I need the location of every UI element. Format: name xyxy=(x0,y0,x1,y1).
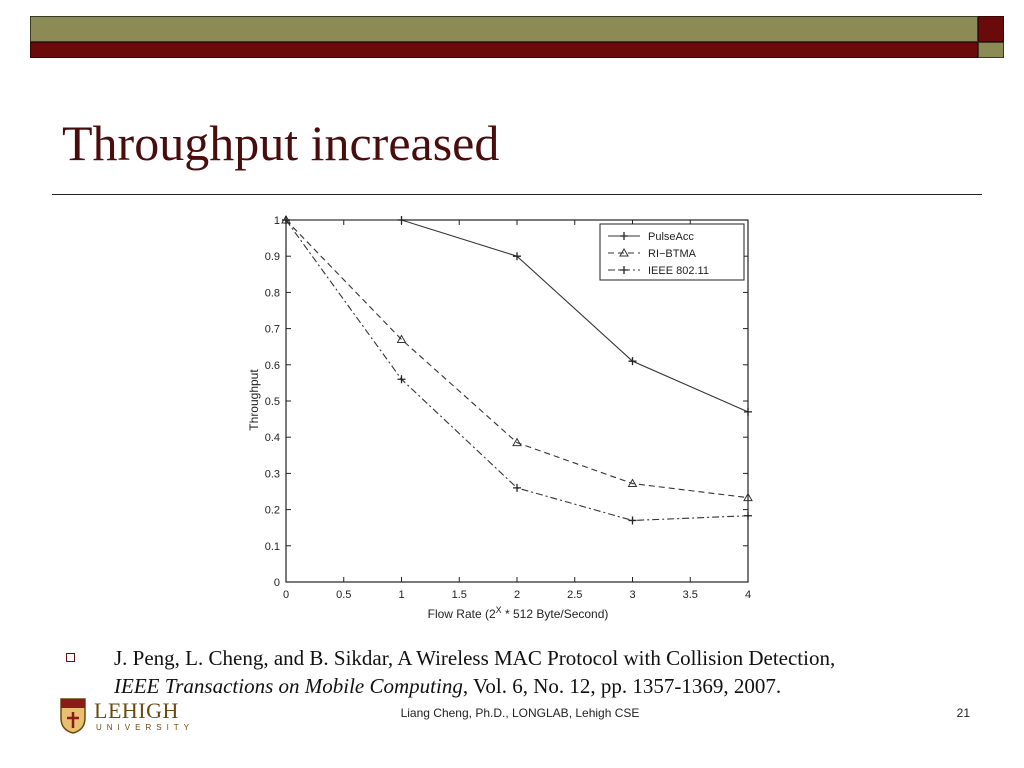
series-3 xyxy=(282,216,752,525)
x-tick-label: 3 xyxy=(629,589,635,601)
citation-journal: IEEE Transactions on Mobile Computing xyxy=(114,674,463,698)
data-point xyxy=(282,216,290,224)
logo-wordmark: LEHIGH xyxy=(94,698,179,723)
data-point xyxy=(744,407,752,416)
citation-text: J. Peng, L. Cheng, and B. Sikdar, A Wire… xyxy=(114,644,1004,700)
y-axis-label: Throughput xyxy=(247,369,261,431)
x-tick-label: 2 xyxy=(514,589,520,601)
y-tick-label: 0.5 xyxy=(265,396,280,408)
y-tick-label: 0.2 xyxy=(265,505,280,517)
lehigh-logo: LEHIGH UNIVERSITY xyxy=(60,698,200,738)
slide-title: Throughput increased xyxy=(62,115,500,171)
series-line xyxy=(285,219,749,499)
citation-authors: J. Peng, L. Cheng, and B. Sikdar, A Wire… xyxy=(114,646,836,670)
data-point xyxy=(396,334,407,343)
y-tick-label: 0.6 xyxy=(265,360,280,372)
data-point xyxy=(628,516,637,525)
legend-marker xyxy=(620,266,628,274)
shield-icon xyxy=(60,698,86,734)
x-tick-label: 1 xyxy=(398,589,404,601)
x-tick-label: 1.5 xyxy=(452,589,467,601)
x-tick-label: 2.5 xyxy=(567,589,582,601)
legend-marker xyxy=(620,232,628,240)
citation-details: , Vol. 6, No. 12, pp. 1357-1369, 2007. xyxy=(462,674,782,698)
legend-label: PulseAcc xyxy=(648,231,694,243)
header-band xyxy=(30,16,978,58)
y-tick-label: 0.9 xyxy=(265,251,280,263)
data-point xyxy=(744,511,752,520)
logo-subtitle: UNIVERSITY xyxy=(96,723,195,732)
data-point xyxy=(627,478,638,488)
x-axis-label: Flow Rate (2X * 512 Byte/Second) xyxy=(428,605,609,621)
x-tick-label: 4 xyxy=(745,589,751,601)
data-point xyxy=(513,483,521,492)
y-tick-label: 1 xyxy=(274,215,280,227)
x-tick-label: 0.5 xyxy=(336,589,351,601)
y-tick-label: 0.3 xyxy=(265,468,280,480)
legend-label: IEEE 802.11 xyxy=(648,265,709,277)
header-corner-square-bottom xyxy=(978,42,1004,58)
y-tick-label: 0 xyxy=(274,577,280,589)
header-corner-square-top xyxy=(978,16,1004,42)
header-band-maroon xyxy=(30,42,978,58)
footer-credit: Liang Cheng, Ph.D., LONGLAB, Lehigh CSE xyxy=(400,706,640,720)
x-tick-label: 0 xyxy=(283,589,289,601)
bullet-square-icon xyxy=(66,653,75,662)
series-2 xyxy=(281,214,753,502)
y-tick-label: 0.1 xyxy=(265,541,280,553)
x-tick-label: 3.5 xyxy=(683,589,698,601)
data-point xyxy=(397,216,406,224)
chart-legend: PulseAcc RI−BTMA IEEE 802.11 xyxy=(599,223,745,281)
y-tick-label: 0.8 xyxy=(265,287,280,299)
y-tick-label: 0.7 xyxy=(265,324,280,336)
header-band-olive xyxy=(30,16,978,42)
title-divider xyxy=(52,194,982,195)
chart-svg: 0 0.5 1 1.5 2 2.5 3 3.5 4 0 0.1 0.2 0.3 0.4 0.5 0.6 0.7 0… xyxy=(247,214,753,621)
page-number: 21 xyxy=(956,706,970,720)
legend-label: RI−BTMA xyxy=(648,248,697,260)
y-tick-label: 0.4 xyxy=(265,432,280,444)
data-point xyxy=(743,492,753,502)
data-point xyxy=(628,357,637,366)
legend-marker xyxy=(619,247,629,257)
data-point xyxy=(513,252,521,261)
throughput-chart: 0 0.5 1 1.5 2 2.5 3 3.5 4 0 0.1 0.2 0.3 0.4 0.5 0.6 0.7 0… xyxy=(236,208,756,628)
data-point xyxy=(512,437,522,447)
data-point xyxy=(397,375,406,384)
